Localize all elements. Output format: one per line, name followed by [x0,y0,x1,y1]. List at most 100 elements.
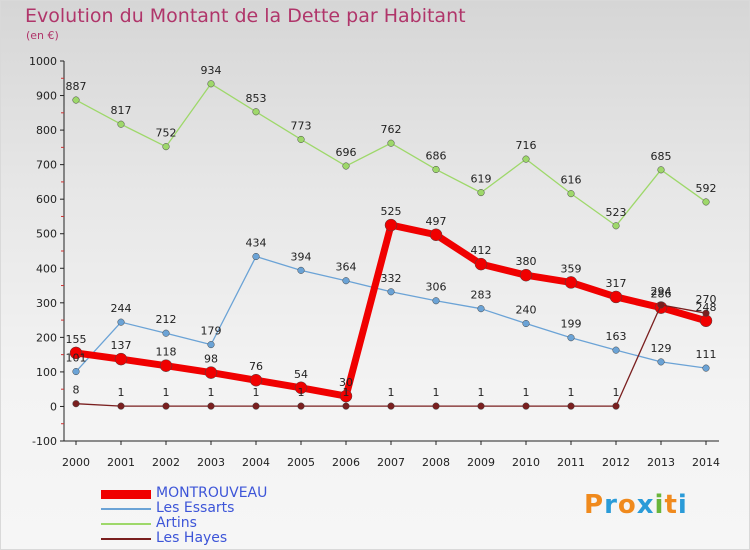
data-label-les-essarts: 111 [696,348,717,361]
x-tick-label: 2007 [377,456,405,469]
data-point-artins [72,96,80,104]
data-point-artins [567,190,575,198]
y-tick-label: 100 [36,366,57,379]
x-tick-label: 2006 [332,456,360,469]
data-point-les-essarts [342,277,350,285]
data-point-artins [252,108,260,116]
data-point-montrouveau [519,268,533,282]
data-point-les-essarts [252,252,260,261]
data-point-artins [387,139,395,147]
data-point-montrouveau [159,359,173,372]
data-label-les-hayes: 1 [208,386,215,399]
legend-label-les-hayes: Les Hayes [156,530,228,546]
series-line-montrouveau [75,221,707,400]
y-tick-label: 0 [50,400,57,413]
data-label-les-hayes: 294 [651,285,672,298]
data-point-artins [477,189,485,197]
x-tick-label: 2012 [602,456,630,469]
data-point-les-hayes [387,402,395,410]
legend-swatch-montrouveau [101,489,151,499]
data-point-montrouveau [384,218,398,232]
data-point-les-essarts [702,364,710,372]
data-label-artins: 592 [696,182,717,195]
x-tick-label: 2000 [62,456,90,469]
data-point-les-hayes [702,309,710,317]
data-point-les-essarts [657,358,665,366]
data-label-les-essarts: 179 [201,325,222,338]
data-label-les-essarts: 129 [651,342,672,355]
data-point-les-hayes [342,402,350,410]
x-tick-label: 2004 [242,456,270,469]
data-label-les-hayes: 1 [568,386,575,399]
data-label-les-essarts: 212 [156,313,177,326]
data-point-montrouveau [339,389,353,403]
x-tick-label: 2002 [152,456,180,469]
data-point-artins [432,165,440,174]
data-label-artins: 773 [291,119,312,132]
logo-letter: r [604,490,618,520]
data-point-montrouveau [609,290,623,304]
legend-swatch-les-essarts [101,508,151,510]
data-point-artins [612,222,620,230]
data-label-montrouveau: 412 [471,244,492,257]
data-label-montrouveau: 286 [651,288,672,301]
legend-swatch-les-hayes [101,538,151,540]
data-label-les-hayes: 1 [298,386,305,399]
data-label-artins: 817 [111,104,132,117]
data-point-les-hayes [72,400,80,408]
x-tick-label: 2011 [557,456,585,469]
data-point-artins [657,166,665,174]
data-label-montrouveau: 359 [561,262,582,275]
data-label-artins: 934 [201,64,222,77]
legend-label-les-essarts: Les Essarts [156,500,235,516]
data-point-artins [207,80,215,88]
x-tick-label: 2005 [287,456,315,469]
data-point-les-essarts [567,334,575,342]
data-label-montrouveau: 76 [249,360,263,373]
data-label-montrouveau: 525 [381,205,402,218]
data-label-les-essarts: 364 [336,261,357,274]
legend-label-artins: Artins [156,515,197,531]
data-point-les-essarts [612,346,620,354]
data-label-les-essarts: 163 [606,330,627,343]
data-label-montrouveau: 98 [204,353,218,366]
data-label-les-hayes: 1 [388,386,395,399]
y-tick-label: 900 [36,90,57,103]
data-label-montrouveau: 317 [606,277,627,290]
data-label-artins: 853 [246,92,267,105]
logo-letter: P [584,490,605,520]
x-tick-label: 2003 [197,456,225,469]
x-tick-label: 2010 [512,456,540,469]
data-point-les-hayes [477,402,485,410]
chart-subtitle: (en €) [26,29,59,42]
data-label-les-hayes: 1 [478,386,485,399]
data-label-montrouveau: 54 [294,368,308,381]
data-label-artins: 685 [651,150,672,163]
data-point-les-hayes [432,402,440,410]
data-point-les-essarts [207,341,215,349]
legend-label-montrouveau: MONTROUVEAU [156,485,268,501]
data-label-les-essarts: 199 [561,318,582,331]
y-tick-label: 400 [36,262,57,275]
data-label-artins: 752 [156,127,177,140]
data-point-montrouveau [474,257,488,271]
y-tick-label: 800 [36,124,57,137]
data-point-les-hayes [162,402,170,410]
data-point-les-essarts [72,368,80,376]
data-label-les-hayes: 1 [343,386,350,399]
data-point-artins [342,162,350,170]
data-label-artins: 696 [336,146,357,159]
y-tick-label: 700 [36,159,57,172]
data-label-artins: 887 [66,80,87,93]
data-point-montrouveau [114,352,128,366]
data-point-les-hayes [567,402,575,410]
data-label-les-essarts: 283 [471,289,492,302]
data-label-les-hayes: 1 [433,386,440,399]
data-point-montrouveau [564,276,578,289]
data-label-artins: 716 [516,139,537,152]
data-label-les-essarts: 101 [66,352,87,365]
data-point-les-essarts [477,305,485,313]
data-point-montrouveau [249,373,263,387]
